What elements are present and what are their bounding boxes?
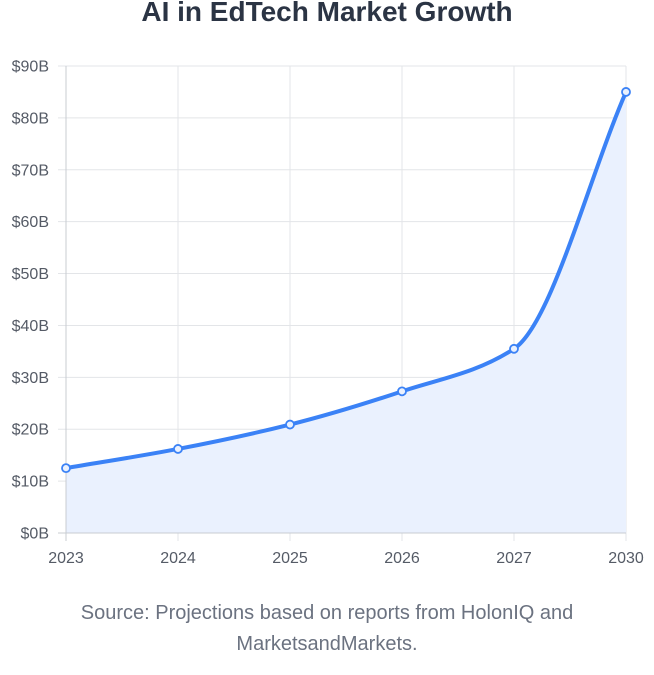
area-fill [66,91,626,533]
data-point [509,343,519,354]
data-point [285,419,295,430]
source-line-1: Source: Projections based on reports fro… [80,602,574,624]
data-point [621,87,631,97]
y-tick-label: $50B [12,266,49,283]
y-tick-label: $30B [12,370,49,387]
source-note: Source: Projections based on reports fro… [0,598,654,660]
y-tick-label: $0B [21,526,49,543]
x-tick-label: 2030 [608,550,644,567]
y-tick-label: $20B [12,422,49,439]
chart-title: AI in EdTech Market Growth [141,0,513,27]
x-tick-label: 2026 [384,550,420,567]
data-point [61,463,71,474]
y-tick-label: $80B [12,110,49,127]
y-tick-label: $40B [12,318,49,335]
line-chart: $0B $10B $20B $30B $40B $50B $60B $70B $80B $90B 2… [12,59,644,568]
x-tick-label: 2027 [496,550,532,567]
x-tick-label: 2025 [272,550,308,567]
y-tick-label: $90B [12,59,49,76]
x-tick-label: 2024 [160,550,196,567]
x-tick-label: 2023 [48,550,84,567]
y-tick-label: $70B [12,162,49,179]
data-point [173,444,183,454]
y-tick-label: $60B [12,214,49,231]
source-line-2: MarketsandMarkets. [236,633,418,655]
data-point [397,386,407,397]
y-tick-label: $10B [12,474,49,491]
